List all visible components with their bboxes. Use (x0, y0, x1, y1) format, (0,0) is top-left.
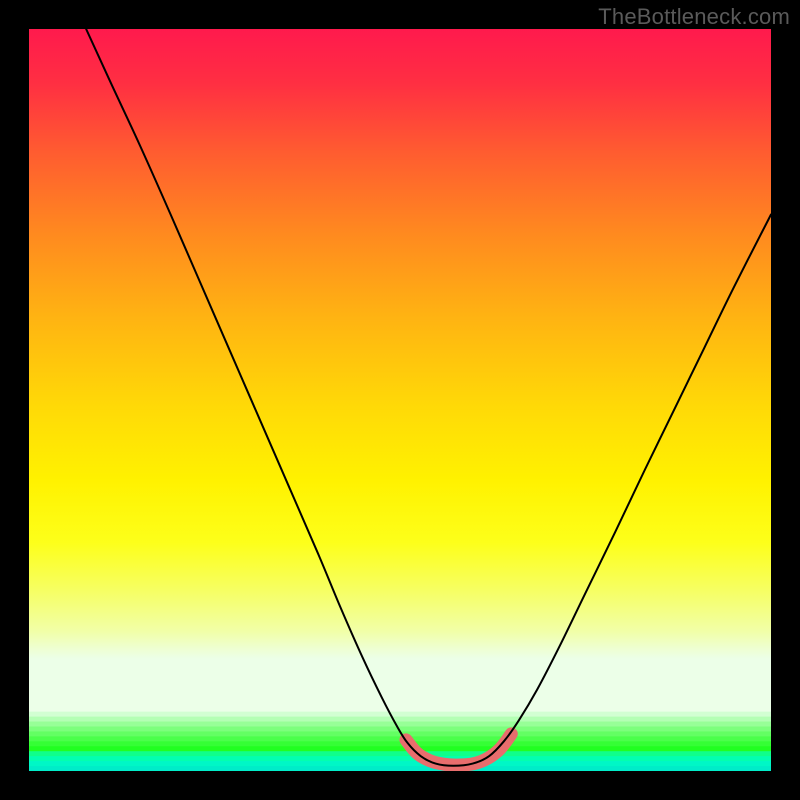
green-stripe (29, 751, 771, 757)
plot-area (29, 29, 771, 771)
green-stripe (29, 717, 771, 723)
green-stripe (29, 756, 771, 762)
watermark-text: TheBottleneck.com (598, 4, 790, 30)
plot-svg (29, 29, 771, 771)
green-stripe (29, 746, 771, 752)
green-stripe (29, 722, 771, 728)
green-stripe (29, 712, 771, 718)
green-stripe (29, 761, 771, 767)
green-stripe (29, 766, 771, 771)
background-gradient (29, 29, 771, 714)
chart-stage: TheBottleneck.com (0, 0, 800, 800)
